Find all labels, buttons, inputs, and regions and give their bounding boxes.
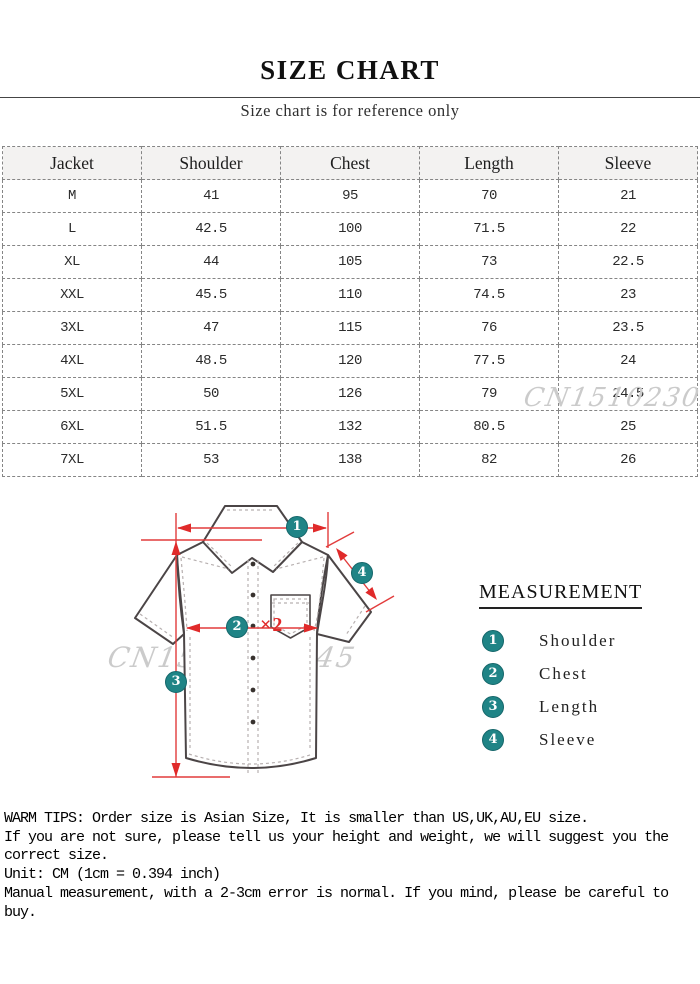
shirt-buttons [250,561,256,725]
size-cell: 51.5 [141,410,281,444]
callout-2-badge: 2 [226,616,248,638]
size-cell: 77.5 [419,344,559,378]
shirt-stitching [139,509,366,774]
header-cell-sleeve: Sleeve [558,146,698,180]
size-cell: 80.5 [419,410,559,444]
size-table-row: 5XL 50 126 79 24.5 [2,377,698,411]
legend-1-badge: 1 [482,630,504,652]
warm-tips-line: Unit: CM (1cm = 0.394 inch) [4,866,221,884]
size-table-row: 7XL 53 138 82 26 [2,443,698,477]
header-cell-chest: Chest [280,146,420,180]
legend-2-label: Chest [539,664,588,683]
size-cell: 126 [280,377,420,411]
dimension-lines [141,512,395,778]
size-cell: 138 [280,443,420,477]
shirt-pocket [270,594,311,639]
size-cell: 44 [141,245,281,279]
size-cell: 73 [419,245,559,279]
size-cell: 4XL [2,344,142,378]
size-cell: 21 [558,179,698,213]
size-table-row: XL 44 105 73 22.5 [2,245,698,279]
legend-2-badge: 2 [482,663,504,685]
size-cell: 110 [280,278,420,312]
page-subtitle: Size chart is for reference only [240,101,460,120]
size-cell: 53 [141,443,281,477]
size-cell: 95 [280,179,420,213]
size-cell: 42.5 [141,212,281,246]
warm-tips-line: correct size. [4,847,109,865]
size-cell: 74.5 [419,278,559,312]
size-cell: 25 [558,410,698,444]
size-cell: 76 [419,311,559,345]
size-cell: 70 [419,179,559,213]
shirt-body [176,541,329,769]
times-two-label: ×2 [260,614,284,636]
warm-tips: WARM TIPS: Order size is Asian Size, It … [4,810,700,922]
size-cell: M [2,179,142,213]
size-table-row: L 42.5 100 71.5 22 [2,212,698,246]
size-cell: L [2,212,142,246]
callout-3-badge: 3 [165,671,187,693]
legend-1-label: Shoulder [539,631,617,650]
size-cell: 5XL [2,377,142,411]
size-cell: 100 [280,212,420,246]
warm-tips-line: buy. [4,903,37,921]
legend-3-label: Length [539,697,600,716]
size-table-row: M 41 95 70 21 [2,179,698,213]
size-cell: 7XL [2,443,142,477]
shirt-sleeve-right [316,554,372,643]
warm-tips-line: If you are not sure, please tell us your… [4,828,669,846]
size-cell: 22 [558,212,698,246]
size-cell: 50 [141,377,281,411]
legend-3-badge: 3 [482,696,504,718]
size-cell: 24.5 [558,377,698,411]
legend-4-label: Sleeve [539,730,597,749]
callout-4-badge: 4 [351,562,373,584]
size-cell: 48.5 [141,344,281,378]
size-table-header-row: Jacket Shoulder Chest Length Sleeve [2,146,698,180]
size-cell: XXL [2,278,142,312]
size-cell: 120 [280,344,420,378]
size-cell: 71.5 [419,212,559,246]
warm-tips-line: Manual measurement, with a 2-3cm error i… [4,884,669,902]
size-cell: XL [2,245,142,279]
size-cell: 45.5 [141,278,281,312]
size-table-row: 3XL 47 115 76 23.5 [2,311,698,345]
size-cell: 26 [558,443,698,477]
measurement-legend-title: MEASUREMENT [479,581,643,609]
size-table: Jacket Shoulder Chest Length Sleeve M 41… [2,146,698,477]
size-cell: 82 [419,443,559,477]
size-cell: 23 [558,278,698,312]
size-table-row: 6XL 51.5 132 80.5 25 [2,410,698,444]
size-cell: 24 [558,344,698,378]
header-cell-length: Length [419,146,559,180]
page-title: SIZE CHART [260,55,440,85]
size-table-row: XXL 45.5 110 74.5 23 [2,278,698,312]
header-cell-shoulder: Shoulder [141,146,281,180]
header-divider [0,97,700,98]
shirt-outline [134,505,372,769]
size-cell: 23.5 [558,311,698,345]
warm-tips-line: WARM TIPS: Order size is Asian Size, It … [4,810,589,827]
callout-1-badge: 1 [286,516,308,538]
header-cell-jacket: Jacket [2,146,142,180]
size-cell: 132 [280,410,420,444]
size-cell: 47 [141,311,281,345]
size-cell: 41 [141,179,281,213]
size-cell: 22.5 [558,245,698,279]
size-cell: 105 [280,245,420,279]
size-cell: 6XL [2,410,142,444]
legend-4-badge: 4 [482,729,504,751]
size-cell: 115 [280,311,420,345]
dimension-arrowheads [171,523,377,777]
size-cell: 79 [419,377,559,411]
shirt-diagram [134,505,395,778]
size-cell: 3XL [2,311,142,345]
size-table-row: 4XL 48.5 120 77.5 24 [2,344,698,378]
